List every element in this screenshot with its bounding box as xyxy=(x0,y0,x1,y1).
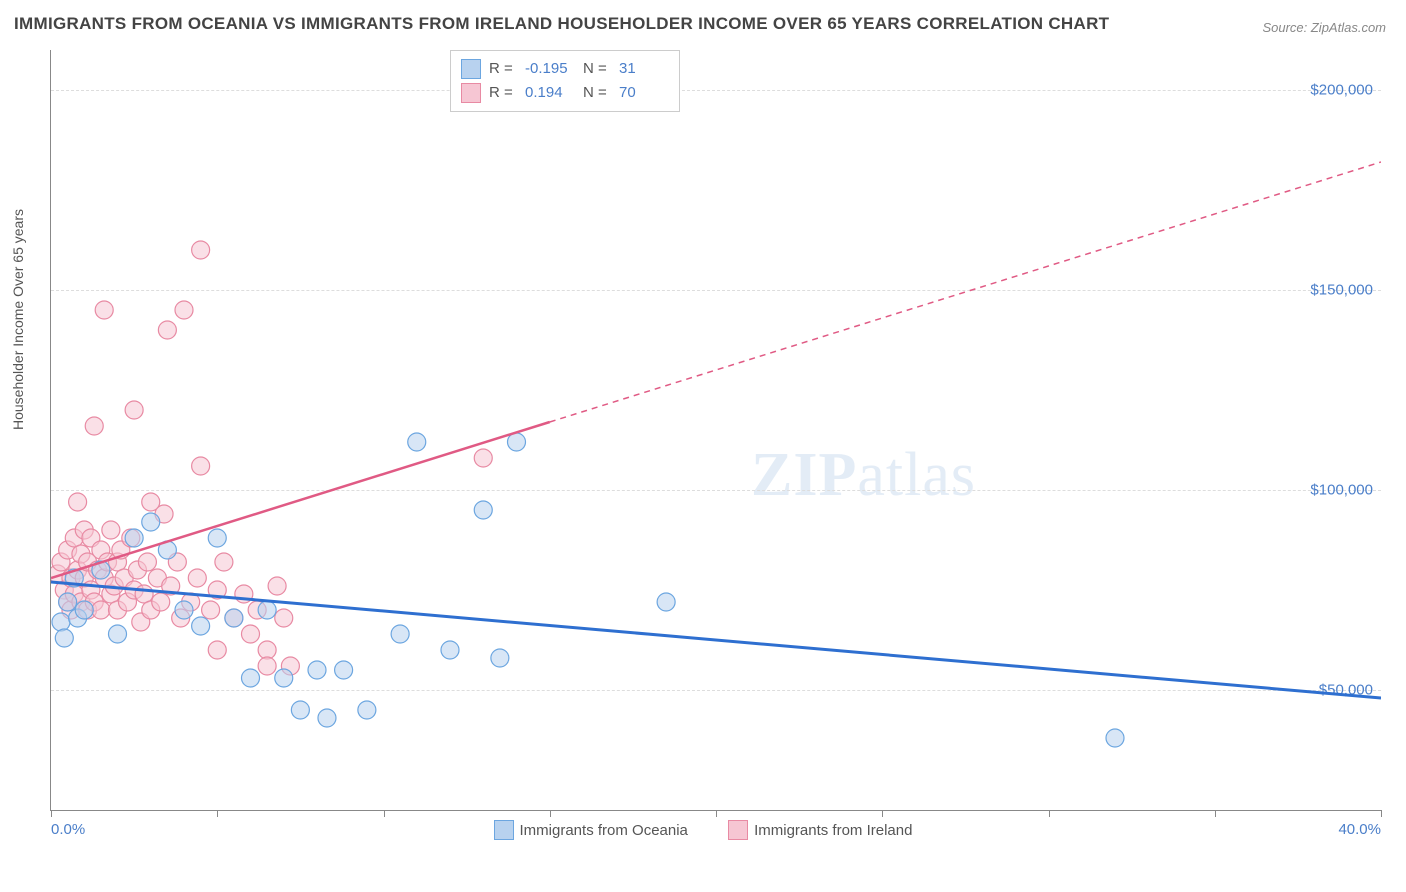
scatter-point xyxy=(92,601,110,619)
x-tick xyxy=(716,810,717,817)
scatter-point xyxy=(202,601,220,619)
scatter-point xyxy=(657,593,675,611)
scatter-point xyxy=(391,625,409,643)
scatter-point xyxy=(142,513,160,531)
x-tick xyxy=(550,810,551,817)
legend-series: Immigrants from Oceania Immigrants from … xyxy=(0,820,1406,844)
scatter-point xyxy=(75,601,93,619)
scatter-point xyxy=(125,401,143,419)
scatter-point xyxy=(275,669,293,687)
scatter-point xyxy=(208,641,226,659)
scatter-point xyxy=(192,617,210,635)
r-value-ireland: 0.194 xyxy=(525,81,575,105)
scatter-point xyxy=(242,669,260,687)
x-tick xyxy=(1215,810,1216,817)
scatter-point xyxy=(135,585,153,603)
scatter-point xyxy=(192,457,210,475)
scatter-point xyxy=(102,521,120,539)
scatter-svg xyxy=(51,50,1381,810)
scatter-point xyxy=(188,569,206,587)
y-axis-label: Householder Income Over 65 years xyxy=(10,209,26,430)
scatter-point xyxy=(152,593,170,611)
scatter-point xyxy=(318,709,336,727)
scatter-point xyxy=(55,629,73,647)
scatter-point xyxy=(192,241,210,259)
legend-label-ireland: Immigrants from Ireland xyxy=(754,822,912,839)
scatter-point xyxy=(291,701,309,719)
chart-title: IMMIGRANTS FROM OCEANIA VS IMMIGRANTS FR… xyxy=(14,14,1109,34)
scatter-point xyxy=(109,625,127,643)
scatter-point xyxy=(474,501,492,519)
swatch-ireland-icon xyxy=(728,820,748,840)
scatter-point xyxy=(175,601,193,619)
regression-line xyxy=(51,422,550,578)
scatter-point xyxy=(408,433,426,451)
scatter-point xyxy=(275,609,293,627)
scatter-point xyxy=(175,301,193,319)
scatter-point xyxy=(508,433,526,451)
n-value-ireland: 70 xyxy=(619,81,669,105)
swatch-oceania-icon xyxy=(494,820,514,840)
scatter-point xyxy=(308,661,326,679)
legend-label-oceania: Immigrants from Oceania xyxy=(520,822,688,839)
scatter-point xyxy=(268,577,286,595)
scatter-point xyxy=(69,493,87,511)
regression-line xyxy=(550,162,1381,422)
scatter-point xyxy=(158,321,176,339)
scatter-point xyxy=(85,417,103,435)
scatter-point xyxy=(491,649,509,667)
scatter-point xyxy=(441,641,459,659)
plot-area: ZIPatlas $50,000$100,000$150,000$200,000… xyxy=(50,50,1381,811)
legend-stats: R = -0.195 N = 31 R = 0.194 N = 70 xyxy=(450,50,680,112)
n-value-oceania: 31 xyxy=(619,57,669,81)
x-tick xyxy=(882,810,883,817)
legend-row-oceania: R = -0.195 N = 31 xyxy=(461,57,669,81)
scatter-point xyxy=(258,657,276,675)
scatter-point xyxy=(335,661,353,679)
swatch-ireland xyxy=(461,83,481,103)
scatter-point xyxy=(138,553,156,571)
x-tick xyxy=(1049,810,1050,817)
scatter-point xyxy=(1106,729,1124,747)
scatter-point xyxy=(242,625,260,643)
scatter-point xyxy=(358,701,376,719)
scatter-point xyxy=(225,609,243,627)
scatter-point xyxy=(52,613,70,631)
swatch-oceania xyxy=(461,59,481,79)
scatter-point xyxy=(95,301,113,319)
scatter-point xyxy=(208,529,226,547)
x-tick xyxy=(217,810,218,817)
scatter-point xyxy=(59,593,77,611)
chart-container: IMMIGRANTS FROM OCEANIA VS IMMIGRANTS FR… xyxy=(0,0,1406,892)
scatter-point xyxy=(215,553,233,571)
source-label: Source: ZipAtlas.com xyxy=(1262,20,1386,35)
x-tick xyxy=(384,810,385,817)
legend-row-ireland: R = 0.194 N = 70 xyxy=(461,81,669,105)
legend-item-oceania: Immigrants from Oceania xyxy=(494,820,688,840)
scatter-point xyxy=(258,641,276,659)
scatter-point xyxy=(474,449,492,467)
x-tick xyxy=(1381,810,1382,817)
x-tick xyxy=(51,810,52,817)
r-value-oceania: -0.195 xyxy=(525,57,575,81)
scatter-point xyxy=(258,601,276,619)
scatter-point xyxy=(125,529,143,547)
legend-item-ireland: Immigrants from Ireland xyxy=(728,820,912,840)
